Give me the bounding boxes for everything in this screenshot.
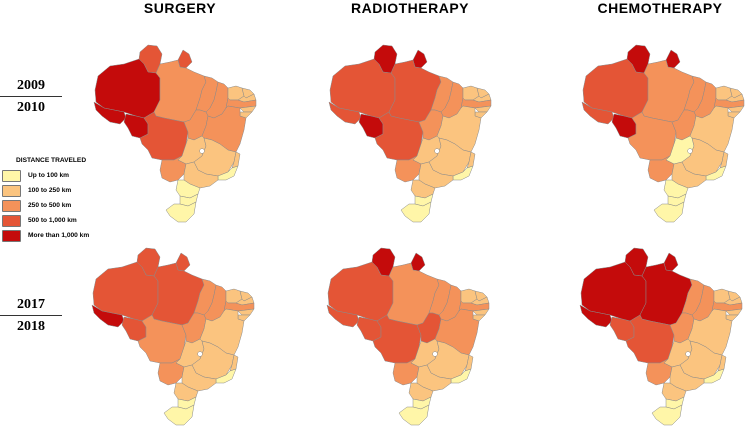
state-ac — [91, 304, 125, 328]
column-title-radiotherapy: RADIOTHERAPY — [350, 0, 469, 16]
column-title-surgery: SURGERY — [143, 0, 217, 16]
column-title-chemotherapy: CHEMOTHERAPY — [597, 0, 723, 16]
state-ap — [410, 252, 426, 272]
state-ac — [326, 304, 360, 328]
period-divider — [0, 315, 62, 316]
state-df — [687, 148, 693, 154]
legend-item-250-to-500: 250 to 500 km — [2, 199, 89, 213]
state-rj — [217, 165, 239, 181]
state-ap — [665, 49, 681, 69]
state-rs — [651, 404, 683, 426]
state-rj — [452, 165, 474, 181]
legend-swatch — [2, 169, 21, 182]
state-df — [434, 148, 440, 154]
period-divider — [0, 96, 62, 97]
state-rj — [450, 368, 472, 384]
legend-label: 500 to 1,000 km — [28, 217, 77, 225]
legend-swatch — [2, 214, 21, 227]
legend-label: 100 to 250 km — [28, 187, 72, 195]
state-df — [199, 148, 205, 154]
state-ac — [581, 101, 615, 125]
state-ac — [579, 304, 613, 328]
period-label-2017-2018: 2017 2018 — [0, 296, 62, 336]
legend-title: DISTANCE TRAVELED — [16, 157, 87, 164]
period-start-year: 2009 — [17, 78, 45, 93]
legend-label: 250 to 500 km — [28, 202, 72, 210]
state-rs — [398, 404, 430, 426]
legend: DISTANCE TRAVELED Up to 100 km 100 to 25… — [2, 157, 89, 244]
state-ap — [412, 49, 428, 69]
state-ap — [175, 252, 191, 272]
period-start-year: 2017 — [17, 297, 45, 312]
period-end-year: 2010 — [17, 100, 45, 115]
legend-label: Up to 100 km — [28, 172, 70, 180]
map-chemotherapy-2017-2018 — [579, 247, 743, 426]
state-rs — [400, 201, 432, 223]
period-label-2009-2010: 2009 2010 — [0, 77, 62, 117]
state-df — [197, 351, 203, 357]
state-ac — [328, 101, 362, 125]
state-rj — [703, 368, 725, 384]
state-df — [432, 351, 438, 357]
state-ac — [93, 101, 127, 125]
state-rs — [653, 201, 685, 223]
legend-swatch — [2, 229, 21, 242]
legend-item-up-to-100: Up to 100 km — [2, 169, 89, 183]
state-ap — [177, 49, 193, 69]
legend-item-100-to-250: 100 to 250 km — [2, 184, 89, 198]
state-rs — [163, 404, 195, 426]
map-surgery-2009-2010 — [93, 44, 257, 223]
legend-label: More than 1,000 km — [28, 232, 90, 240]
state-rj — [705, 165, 727, 181]
legend-item-500-to-1000: 500 to 1,000 km — [2, 214, 89, 228]
state-rs — [165, 201, 197, 223]
legend-swatch — [2, 199, 21, 212]
state-ap — [663, 252, 679, 272]
state-rj — [215, 368, 237, 384]
map-radiotherapy-2017-2018 — [326, 247, 490, 426]
legend-swatch — [2, 184, 21, 197]
map-chemotherapy-2009-2010 — [581, 44, 745, 223]
map-radiotherapy-2009-2010 — [328, 44, 492, 223]
map-surgery-2017-2018 — [91, 247, 255, 426]
legend-item-more-than-1000: More than 1,000 km — [2, 229, 89, 243]
state-df — [685, 351, 691, 357]
period-end-year: 2018 — [17, 319, 45, 334]
